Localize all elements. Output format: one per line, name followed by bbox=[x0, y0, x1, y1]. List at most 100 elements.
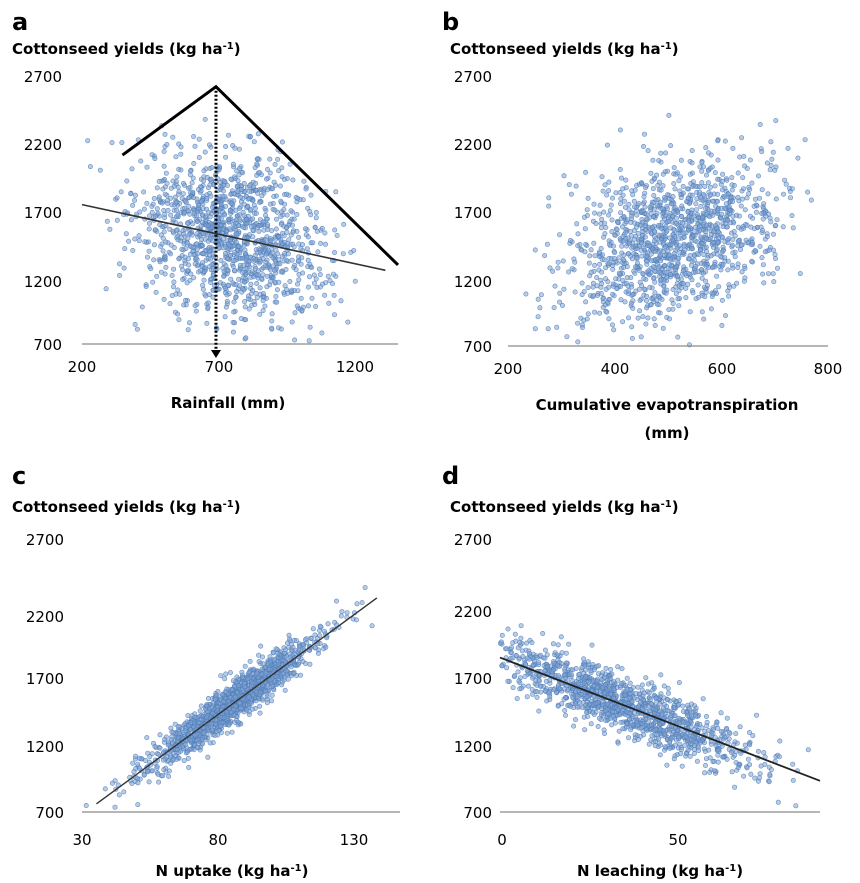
scatter-point bbox=[129, 780, 135, 786]
scatter-point bbox=[604, 142, 610, 148]
scatter-point bbox=[542, 253, 548, 259]
scatter-point bbox=[254, 280, 260, 286]
panel-b-y-ticks: 2700 2200 1700 1200 700 bbox=[454, 68, 492, 356]
scatter-point bbox=[725, 258, 731, 264]
panel-c: c Cottonseed yields (kg ha-1) 2700 2200 … bbox=[12, 462, 400, 880]
scatter-point bbox=[652, 279, 658, 285]
scatter-point bbox=[652, 290, 658, 296]
scatter-point bbox=[199, 264, 205, 270]
scatter-point bbox=[216, 727, 222, 733]
scatter-point bbox=[697, 194, 703, 200]
scatter-point bbox=[675, 334, 681, 340]
scatter-point bbox=[174, 228, 180, 234]
scatter-point bbox=[559, 650, 565, 656]
scatter-point bbox=[254, 272, 260, 278]
scatter-point bbox=[207, 182, 213, 188]
scatter-point bbox=[242, 684, 248, 690]
scatter-point bbox=[282, 687, 288, 693]
scatter-point bbox=[308, 635, 314, 641]
scatter-point bbox=[254, 161, 260, 167]
scatter-point bbox=[719, 322, 725, 328]
scatter-point bbox=[702, 762, 708, 768]
scatter-point bbox=[290, 241, 296, 247]
scatter-point bbox=[281, 207, 287, 213]
scatter-point bbox=[703, 236, 709, 242]
scatter-point bbox=[203, 714, 209, 720]
scatter-point bbox=[144, 735, 150, 741]
scatter-point bbox=[146, 779, 152, 785]
scatter-point bbox=[630, 292, 636, 298]
scatter-point bbox=[269, 692, 275, 698]
scatter-point bbox=[504, 665, 510, 671]
scatter-point bbox=[197, 747, 203, 753]
scatter-point bbox=[209, 727, 215, 733]
scatter-point bbox=[603, 225, 609, 231]
scatter-point bbox=[782, 177, 788, 183]
scatter-point bbox=[651, 234, 657, 240]
scatter-point bbox=[513, 638, 519, 644]
scatter-point bbox=[173, 154, 179, 160]
scatter-point bbox=[689, 160, 695, 166]
scatter-point bbox=[704, 719, 710, 725]
scatter-point bbox=[625, 735, 631, 741]
scatter-point bbox=[602, 231, 608, 237]
scatter-point bbox=[235, 719, 241, 725]
scatter-point bbox=[697, 184, 703, 190]
scatter-point bbox=[768, 162, 774, 168]
scatter-point bbox=[228, 176, 234, 182]
scatter-point bbox=[284, 212, 290, 218]
scatter-point bbox=[243, 251, 249, 257]
scatter-point bbox=[255, 156, 261, 162]
scatter-point bbox=[636, 267, 642, 273]
x-tick-label: 130 bbox=[340, 831, 369, 849]
scatter-point bbox=[651, 193, 657, 199]
scatter-point bbox=[255, 190, 261, 196]
scatter-point bbox=[608, 691, 614, 697]
scatter-point bbox=[780, 191, 786, 197]
scatter-point bbox=[676, 255, 682, 261]
scatter-point bbox=[737, 724, 743, 730]
scatter-point bbox=[267, 201, 273, 207]
scatter-point bbox=[228, 200, 234, 206]
scatter-point bbox=[242, 304, 248, 310]
scatter-point bbox=[678, 285, 684, 291]
scatter-point bbox=[719, 211, 725, 217]
scatter-point bbox=[592, 309, 598, 315]
panel-a-x-ticks: 200 700 1200 bbox=[68, 358, 374, 376]
scatter-point bbox=[116, 792, 122, 798]
scatter-point bbox=[218, 215, 224, 221]
scatter-point bbox=[85, 138, 91, 144]
scatter-point bbox=[586, 260, 592, 266]
scatter-point bbox=[248, 291, 254, 297]
scatter-point bbox=[223, 263, 229, 269]
scatter-point bbox=[237, 250, 243, 256]
scatter-point bbox=[233, 295, 239, 301]
scatter-point bbox=[147, 220, 153, 226]
scatter-point bbox=[518, 623, 524, 629]
scatter-point bbox=[637, 297, 643, 303]
panel-letter-c: c bbox=[12, 462, 26, 490]
scatter-point bbox=[572, 717, 578, 723]
scatter-point bbox=[657, 701, 663, 707]
scatter-point bbox=[770, 271, 776, 277]
scatter-point bbox=[223, 689, 229, 695]
scatter-point bbox=[682, 247, 688, 253]
scatter-point bbox=[652, 248, 658, 254]
scatter-point bbox=[114, 195, 120, 201]
scatter-point bbox=[599, 670, 605, 676]
scatter-point bbox=[690, 290, 696, 296]
scatter-point bbox=[258, 643, 264, 649]
scatter-point bbox=[187, 737, 193, 743]
scatter-point bbox=[678, 747, 684, 753]
scatter-point bbox=[259, 666, 265, 672]
scatter-point bbox=[222, 178, 228, 184]
scatter-point bbox=[603, 665, 609, 671]
scatter-point bbox=[708, 231, 714, 237]
scatter-point bbox=[248, 274, 254, 280]
scatter-point bbox=[752, 196, 758, 202]
scatter-point bbox=[605, 299, 611, 305]
scatter-point bbox=[246, 196, 252, 202]
scatter-point bbox=[644, 305, 650, 311]
scatter-point bbox=[193, 255, 199, 261]
scatter-point bbox=[751, 203, 757, 209]
